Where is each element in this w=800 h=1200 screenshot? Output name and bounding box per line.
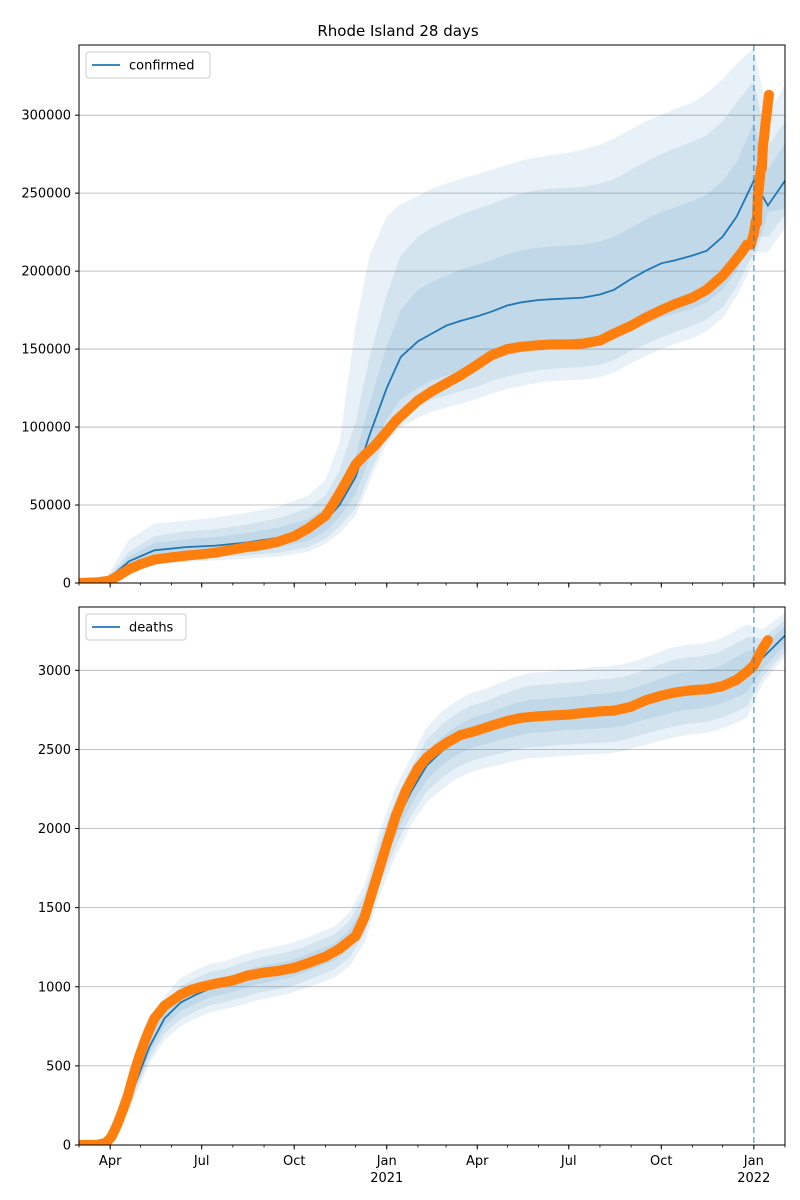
x-tick-label: Apr [99, 1154, 122, 1169]
x-tick-label: Jan [376, 1154, 397, 1169]
observed-trail [79, 89, 774, 583]
x-tick-label: Jul [193, 1154, 210, 1169]
uncertainty-band-80 [79, 619, 785, 1145]
uncertainty-band-95 [79, 613, 785, 1145]
y-tick-label: 0 [63, 577, 71, 592]
y-tick-label: 1000 [38, 980, 71, 995]
y-tick-label: 1500 [38, 901, 71, 916]
x-tick-label: Apr [466, 1154, 489, 1169]
deaths-panel: 0 500 1000 1500 2000 2500 3000 Apr Jul Oct Jan 2021… [38, 606, 786, 1186]
legend-label: confirmed [129, 59, 195, 74]
y-tick-label: 50000 [30, 499, 71, 514]
x-tick-label: Oct [650, 1154, 672, 1169]
y-tick-label: 100000 [21, 421, 71, 436]
uncertainty-band-50 [79, 626, 785, 1145]
legend-label: deaths [129, 621, 174, 636]
plot-frame [78, 44, 786, 584]
y-tick-label: 2000 [38, 822, 71, 837]
uncertainty-band-50 [79, 123, 785, 583]
x-tick-year-label: 2021 [370, 1171, 403, 1186]
y-tick-label: 3000 [38, 664, 71, 679]
legend-box [85, 613, 187, 641]
x-tick-label: Oct [283, 1154, 305, 1169]
y-tick-label: 200000 [21, 265, 71, 280]
chart-title: Rhode Island 28 days [317, 22, 478, 40]
y-tick-label: 300000 [21, 109, 71, 124]
y-tick-label: 250000 [21, 187, 71, 202]
legend-box [85, 51, 211, 79]
y-tick-label: 500 [46, 1059, 71, 1074]
confirmed-panel: 0 50000 100000 150000 200000 250000 300000 conf… [21, 44, 786, 592]
x-tick-label: Jul [560, 1154, 577, 1169]
y-tick-label: 0 [63, 1139, 71, 1154]
plot-frame [78, 606, 786, 1146]
y-tick-label: 2500 [38, 743, 71, 758]
y-tick-label: 150000 [21, 343, 71, 358]
x-tick-year-label: 2022 [737, 1171, 770, 1186]
uncertainty-band-95 [79, 48, 785, 583]
uncertainty-band-80 [79, 80, 785, 583]
legend: deaths [85, 613, 187, 641]
observed-trail [79, 635, 773, 1145]
legend: confirmed [85, 51, 211, 79]
x-tick-label: Jan [743, 1154, 764, 1169]
